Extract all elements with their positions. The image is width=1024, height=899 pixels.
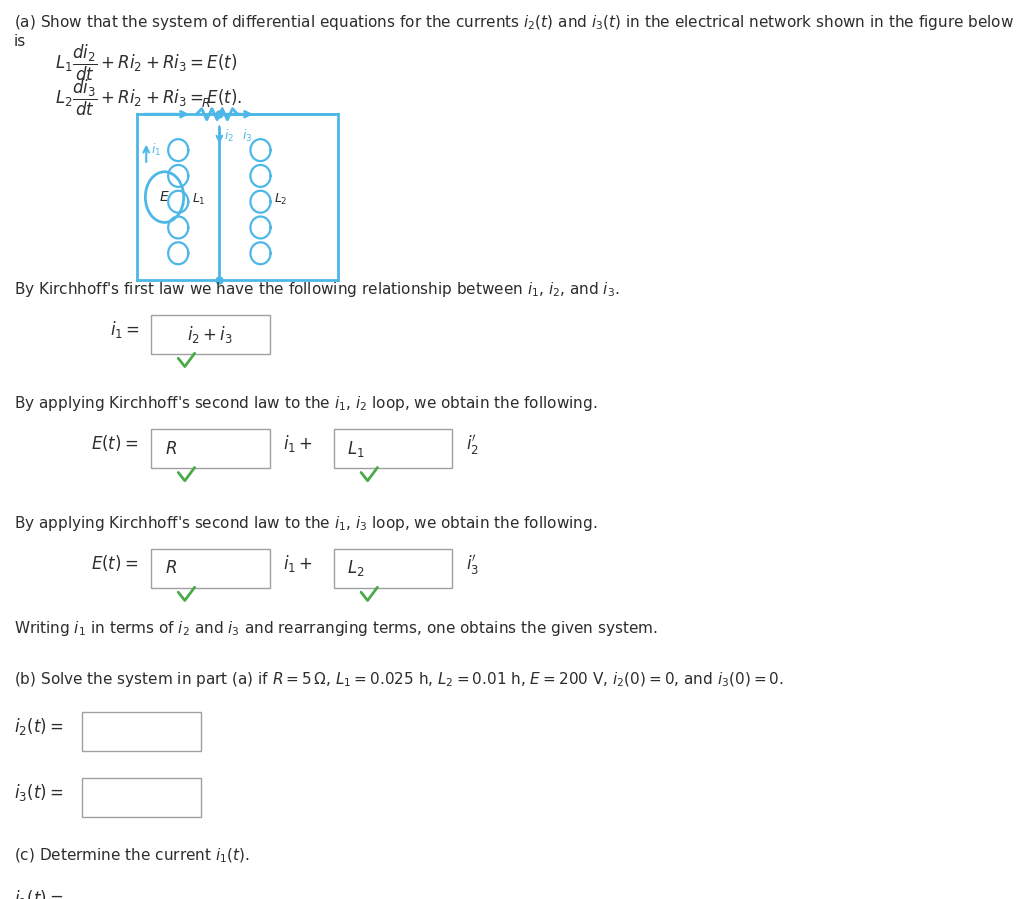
Text: $i_1 +$: $i_1 +$ (284, 553, 313, 574)
FancyBboxPatch shape (334, 429, 453, 467)
Text: $R$: $R$ (165, 559, 176, 577)
FancyBboxPatch shape (151, 549, 269, 588)
Text: $i_1 =$: $i_1 =$ (110, 318, 139, 340)
Text: (a) Show that the system of differential equations for the currents $i_2(t)$ and: (a) Show that the system of differential… (13, 13, 1014, 49)
Text: $i_2'$: $i_2'$ (466, 432, 479, 457)
Text: By applying Kirchhoff's second law to the $i_1$, $i_2$ loop, we obtain the follo: By applying Kirchhoff's second law to th… (13, 394, 597, 414)
FancyBboxPatch shape (82, 884, 201, 899)
Text: $L_1$: $L_1$ (191, 191, 206, 207)
FancyBboxPatch shape (151, 315, 269, 353)
Text: $R$: $R$ (165, 440, 176, 458)
FancyBboxPatch shape (151, 429, 269, 467)
Text: By Kirchhoff's first law we have the following relationship between $i_1$, $i_2$: By Kirchhoff's first law we have the fol… (13, 280, 620, 299)
Text: $R$: $R$ (201, 96, 210, 110)
Text: $i_2 + i_3$: $i_2 + i_3$ (187, 324, 233, 345)
Ellipse shape (145, 172, 183, 222)
Text: (c) Determine the current $i_1(t)$.: (c) Determine the current $i_1(t)$. (13, 846, 250, 865)
Text: $i_1 +$: $i_1 +$ (284, 432, 313, 454)
Text: $L_2 \dfrac{di_3}{dt} + Ri_2 + Ri_3 = E(t).$: $L_2 \dfrac{di_3}{dt} + Ri_2 + Ri_3 = E(… (55, 77, 242, 118)
FancyBboxPatch shape (334, 549, 453, 588)
Text: $i_3(t) =$: $i_3(t) =$ (13, 782, 63, 803)
Text: $E(t) =$: $E(t) =$ (91, 432, 139, 453)
Text: $i_3'$: $i_3'$ (466, 553, 479, 576)
Text: $i_3$: $i_3$ (243, 128, 253, 144)
Text: $L_2$: $L_2$ (274, 191, 288, 207)
Text: Writing $i_1$ in terms of $i_2$ and $i_3$ and rearranging terms, one obtains the: Writing $i_1$ in terms of $i_2$ and $i_3… (13, 619, 657, 638)
FancyBboxPatch shape (82, 712, 201, 751)
Text: $i_1$: $i_1$ (151, 142, 161, 158)
Text: $L_1 \dfrac{di_2}{dt} + Ri_2 + Ri_3 = E(t)$: $L_1 \dfrac{di_2}{dt} + Ri_2 + Ri_3 = E(… (55, 43, 238, 84)
Text: $E$: $E$ (159, 190, 170, 204)
Text: $L_1$: $L_1$ (347, 439, 365, 458)
Text: $i_2$: $i_2$ (224, 128, 234, 144)
Text: $i_2(t) =$: $i_2(t) =$ (13, 716, 63, 736)
Text: $i_1(t) =$: $i_1(t) =$ (13, 888, 63, 899)
Text: (b) Solve the system in part (a) if $R = 5\,\Omega$, $L_1 = 0.025$ h, $L_2 = 0.0: (b) Solve the system in part (a) if $R =… (13, 670, 783, 689)
Text: $E(t) =$: $E(t) =$ (91, 553, 139, 573)
Text: $L_2$: $L_2$ (347, 558, 365, 578)
FancyBboxPatch shape (82, 779, 201, 817)
Text: By applying Kirchhoff's second law to the $i_1$, $i_3$ loop, we obtain the follo: By applying Kirchhoff's second law to th… (13, 514, 597, 533)
